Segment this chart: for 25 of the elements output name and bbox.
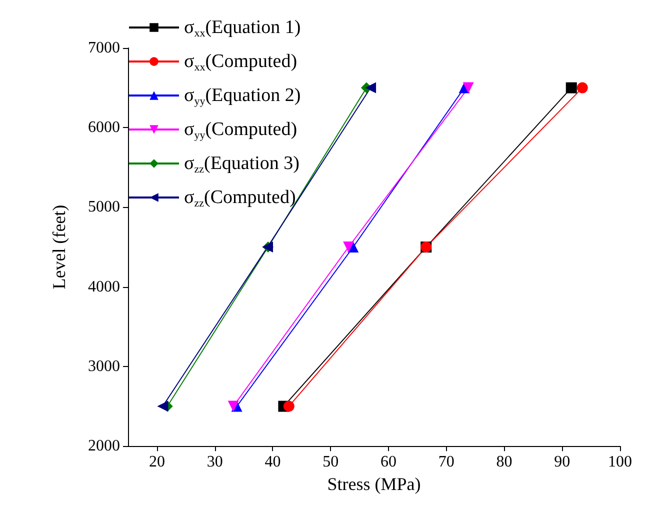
y-tick-label: 5000 — [88, 198, 120, 216]
point — [365, 82, 376, 94]
y-tick-label: 4000 — [88, 278, 120, 296]
y-axis-title: Level (feet) — [49, 204, 69, 290]
point — [228, 400, 239, 412]
point — [566, 82, 577, 94]
x-tick-label: 60 — [380, 454, 396, 471]
x-tick-label: 90 — [554, 454, 570, 471]
point — [462, 82, 474, 94]
x-tick-label: 50 — [322, 454, 339, 471]
y-tick-label: 2000 — [88, 438, 120, 455]
x-tick-label: 80 — [496, 454, 512, 471]
point — [576, 82, 588, 94]
x-tick-label: 30 — [206, 454, 223, 471]
x-tick-label: 100 — [608, 454, 632, 471]
x-axis-title: Stress (MPa) — [327, 474, 421, 494]
point — [157, 400, 168, 412]
y-tick-label: 3000 — [88, 358, 120, 375]
y-tick-label: 6000 — [88, 119, 120, 136]
point — [283, 400, 294, 412]
x-tick-label: 20 — [148, 454, 165, 471]
point — [343, 242, 354, 253]
x-tick-label: 70 — [438, 454, 454, 471]
x-tick-label: 40 — [264, 454, 281, 471]
y-tick-label: 7000 — [88, 40, 120, 56]
